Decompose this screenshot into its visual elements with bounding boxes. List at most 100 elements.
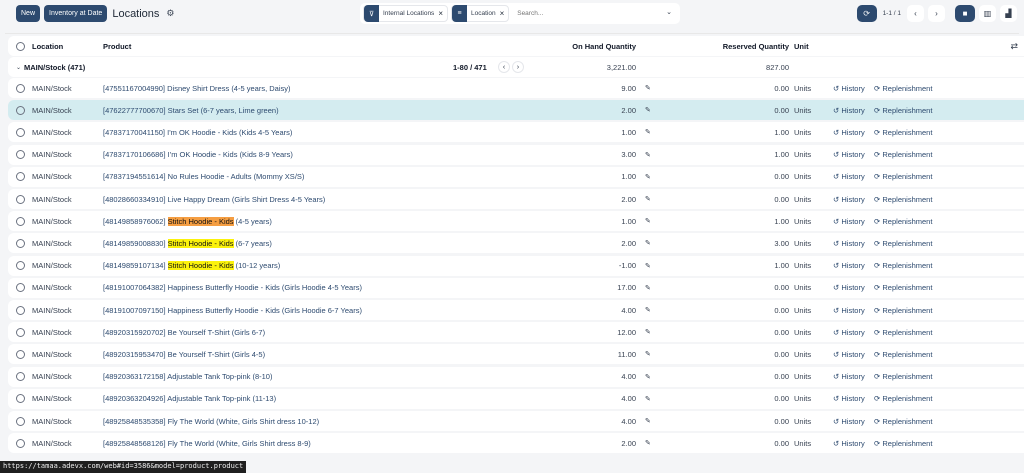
replenishment-button[interactable]: ⟳ Replenishment [874,239,932,248]
pencil-icon[interactable]: ✎ [645,262,651,270]
column-unit[interactable]: Unit [794,41,809,51]
pivot-view-button[interactable]: ▥ [979,5,996,22]
next-icon[interactable]: › [512,61,524,73]
history-button[interactable]: ↺ History [833,417,865,426]
row-checkbox[interactable] [16,150,25,160]
row-checkbox[interactable] [16,283,25,293]
table-row[interactable]: MAIN/Stock [48149858976062] Stitch Hoodi… [8,211,1024,232]
cell-product[interactable]: [48925848568126] Fly The World (White, G… [103,439,311,448]
graph-view-button[interactable]: ▟ [1000,5,1017,22]
table-row[interactable]: MAIN/Stock [48920315953470] Be Yourself … [8,344,1024,365]
group-row[interactable]: ⌄ MAIN/Stock (471) 1-80 / 471 ‹ › 3,221.0… [8,57,1024,77]
replenishment-button[interactable]: ⟳ Replenishment [874,350,932,359]
cell-product[interactable]: [48149858976062] Stitch Hoodie - Kids (4… [103,216,272,226]
column-product[interactable]: Product [103,41,132,51]
history-button[interactable]: ↺ History [833,306,865,315]
pencil-icon[interactable]: ✎ [645,240,651,248]
table-row[interactable]: MAIN/Stock [47837194551614] No Rules Hoo… [8,166,1024,187]
replenishment-button[interactable]: ⟳ Replenishment [874,439,932,448]
replenishment-button[interactable]: ⟳ Replenishment [874,394,932,403]
cell-product[interactable]: [48149859107134] Stitch Hoodie - Kids (1… [103,261,280,271]
replenishment-button[interactable]: ⟳ Replenishment [874,283,932,292]
history-button[interactable]: ↺ History [833,239,865,248]
replenishment-button[interactable]: ⟳ Replenishment [874,195,932,204]
table-row[interactable]: MAIN/Stock [48920363204926] Adjustable T… [8,388,1024,409]
history-button[interactable]: ↺ History [833,394,865,403]
history-button[interactable]: ↺ History [833,372,865,381]
row-checkbox[interactable] [16,327,25,337]
cell-product[interactable]: [48920363172158] Adjustable Tank Top-pin… [103,372,272,381]
row-checkbox[interactable] [16,305,25,315]
new-button[interactable]: New [16,5,41,22]
row-checkbox[interactable] [16,105,25,115]
row-checkbox[interactable] [16,172,25,182]
row-checkbox[interactable] [16,438,25,448]
chevron-down-icon[interactable]: ⌄ [666,9,672,16]
history-button[interactable]: ↺ History [833,84,865,93]
cell-product[interactable]: [47837170106686] I'm OK Hoodie - Kids (K… [103,150,293,159]
prev-page-button[interactable]: ‹ [907,5,924,22]
cell-product[interactable]: [48920315920702] Be Yourself T-Shirt (Gi… [103,328,265,337]
next-page-button[interactable]: › [928,5,945,22]
gear-icon[interactable]: ⚙ [166,8,175,18]
cell-product[interactable]: [48191007064382] Happiness Butterfly Hoo… [103,283,362,292]
row-checkbox[interactable] [16,261,25,271]
table-row[interactable]: MAIN/Stock [48920315920702] Be Yourself … [8,322,1024,343]
row-checkbox[interactable] [16,372,25,382]
table-row[interactable]: MAIN/Stock [47837170041150] I'm OK Hoodi… [8,122,1024,143]
table-row[interactable]: MAIN/Stock [48149859107134] Stitch Hoodi… [8,255,1024,276]
pencil-icon[interactable]: ✎ [645,107,651,115]
column-reserved[interactable]: Reserved Quantity [722,41,789,51]
replenishment-button[interactable]: ⟳ Replenishment [874,217,932,226]
cell-product[interactable]: [48191007097150] Happiness Butterfly Hoo… [103,306,362,315]
cell-product[interactable]: [47837170041150] I'm OK Hoodie - Kids (K… [103,128,292,137]
cell-product[interactable]: [47622777700670] Stars Set (6-7 years, L… [103,106,279,115]
table-row[interactable]: MAIN/Stock [48191007064382] Happiness Bu… [8,277,1024,298]
replenishment-button[interactable]: ⟳ Replenishment [874,106,932,115]
cell-product[interactable]: [47551167004990] Disney Shirt Dress (4-5… [103,84,291,93]
history-button[interactable]: ↺ History [833,283,865,292]
row-checkbox[interactable] [16,194,25,204]
history-button[interactable]: ↺ History [833,439,865,448]
row-checkbox[interactable] [16,416,25,426]
pencil-icon[interactable]: ✎ [645,129,651,137]
row-checkbox[interactable] [16,238,25,248]
replenishment-button[interactable]: ⟳ Replenishment [874,372,932,381]
replenishment-button[interactable]: ⟳ Replenishment [874,172,932,181]
table-row[interactable]: MAIN/Stock [48920363172158] Adjustable T… [8,366,1024,387]
row-checkbox[interactable] [16,349,25,359]
cell-product[interactable]: [48925848535358] Fly The World (White, G… [103,417,319,426]
search-input[interactable] [517,10,638,17]
history-button[interactable]: ↺ History [833,328,865,337]
column-location[interactable]: Location [32,41,64,51]
prev-icon[interactable]: ‹ [498,61,510,73]
pencil-icon[interactable]: ✎ [645,440,651,448]
table-row[interactable]: MAIN/Stock [48028660334910] Live Happy D… [8,189,1024,209]
replenishment-button[interactable]: ⟳ Replenishment [874,261,932,270]
close-icon[interactable]: × [499,9,505,18]
table-row[interactable]: MAIN/Stock [47622777700670] Stars Set (6… [8,100,1024,121]
cell-product[interactable]: [48920363204926] Adjustable Tank Top-pin… [103,394,276,403]
pencil-icon[interactable]: ✎ [645,418,651,425]
pencil-icon[interactable]: ✎ [645,373,651,381]
history-button[interactable]: ↺ History [833,172,865,181]
column-on-hand[interactable]: On Hand Quantity [572,41,636,51]
cell-product[interactable]: [47837194551614] No Rules Hoodie - Adult… [103,172,304,181]
history-button[interactable]: ↺ History [833,106,865,115]
pencil-icon[interactable]: ✎ [645,151,651,159]
select-all-checkbox[interactable] [16,41,25,51]
cell-product[interactable]: [48920315953470] Be Yourself T-Shirt (Gi… [103,350,265,359]
list-view-button[interactable]: ■ [955,5,975,22]
row-checkbox[interactable] [16,127,25,137]
table-row[interactable]: MAIN/Stock [48925848535358] Fly The Worl… [8,411,1024,431]
pencil-icon[interactable]: ✎ [645,196,651,203]
history-button[interactable]: ↺ History [833,350,865,359]
replenishment-button[interactable]: ⟳ Replenishment [874,150,932,159]
optional-columns-icon[interactable]: ⇄ [1010,40,1018,51]
refresh-button[interactable]: ⟳ [856,5,877,22]
row-checkbox[interactable] [16,394,25,404]
replenishment-button[interactable]: ⟳ Replenishment [874,128,932,137]
table-row[interactable]: MAIN/Stock [47551167004990] Disney Shirt… [8,78,1024,98]
row-checkbox[interactable] [16,216,25,226]
table-row[interactable]: MAIN/Stock [47837170106686] I'm OK Hoodi… [8,144,1024,165]
